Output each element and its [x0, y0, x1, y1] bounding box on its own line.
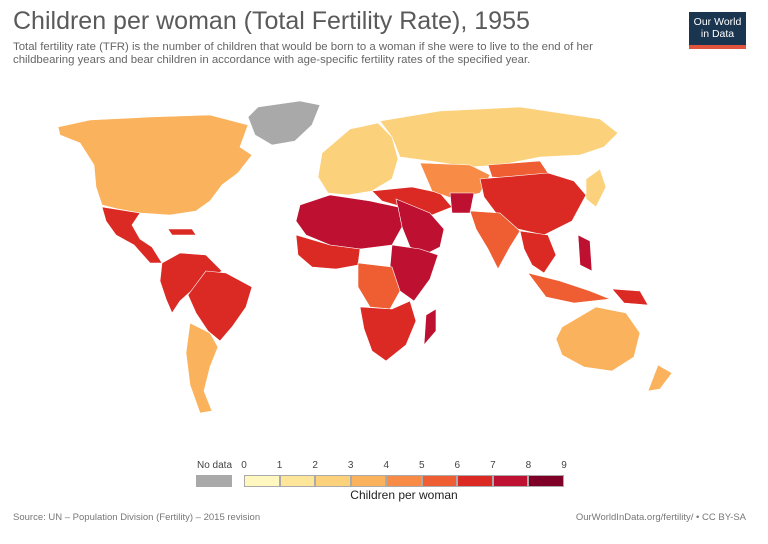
indonesia[interactable] — [527, 272, 611, 304]
turkey-iran[interactable] — [371, 186, 453, 216]
source-note: Source: UN – Population Division (Fertil… — [13, 512, 261, 523]
legend-tick-label: 5 — [418, 460, 425, 471]
madagascar[interactable] — [423, 308, 437, 346]
legend-bin — [315, 475, 351, 487]
chart-subtitle: Total fertility rate (TFR) is the number… — [13, 41, 593, 66]
europe[interactable] — [317, 122, 399, 196]
legend-title: Children per woman — [350, 488, 458, 502]
central-asia[interactable] — [419, 162, 491, 200]
legend-tick-label: 0 — [241, 460, 247, 471]
legend-tick-label: 1 — [276, 460, 283, 471]
north-america[interactable] — [57, 114, 253, 216]
arabia[interactable] — [395, 198, 445, 256]
legend-tick-label: 6 — [454, 460, 461, 471]
japan-korea[interactable] — [585, 168, 607, 208]
caribbean[interactable] — [167, 228, 197, 236]
legend-tick-label: 4 — [383, 460, 389, 471]
southeast-asia[interactable] — [519, 230, 557, 274]
legend-bin — [350, 475, 387, 487]
legend-bin — [528, 475, 564, 487]
mexico-central-america[interactable] — [101, 206, 163, 264]
russia[interactable] — [379, 106, 619, 168]
legend-bin — [386, 475, 422, 487]
logo-line-2: in Data — [700, 28, 735, 40]
legend-tick-label: 2 — [312, 460, 318, 471]
southern-africa[interactable] — [359, 300, 417, 362]
logo-line-1: Our World — [693, 16, 742, 28]
southern-cone[interactable] — [185, 322, 219, 414]
legend-bin — [492, 475, 529, 487]
west-africa[interactable] — [295, 234, 361, 270]
south-asia[interactable] — [469, 210, 521, 270]
legend-tick-label: 8 — [525, 460, 532, 471]
australia[interactable] — [555, 306, 641, 372]
legend-bin — [421, 475, 458, 487]
credit-link[interactable]: OurWorldInData.org/fertility/ • CC BY-SA — [575, 512, 746, 523]
brazil[interactable] — [187, 270, 253, 342]
legend-bin — [279, 475, 316, 487]
legend-tick-label: 7 — [490, 460, 496, 471]
legend-nodata-label: No data — [197, 460, 233, 471]
world-map — [57, 100, 673, 414]
legend: No data Children per woman 0 1 2 3 4 5 6 7 8 9 — [0, 455, 768, 505]
philippines[interactable] — [577, 234, 593, 272]
greenland[interactable] — [247, 100, 321, 146]
afghanistan[interactable] — [449, 192, 475, 214]
new-zealand[interactable] — [647, 364, 673, 392]
legend-bin — [457, 475, 493, 487]
chart-title: Children per woman (Total Fertility Rate… — [13, 7, 530, 35]
legend-nodata-swatch — [196, 475, 232, 487]
legend-tick-label: 9 — [561, 460, 567, 471]
legend-tick-label: 3 — [347, 460, 354, 471]
papua-new-guinea[interactable] — [611, 288, 649, 306]
owid-logo[interactable]: Our World in Data — [689, 12, 746, 49]
legend-bin — [244, 475, 280, 487]
